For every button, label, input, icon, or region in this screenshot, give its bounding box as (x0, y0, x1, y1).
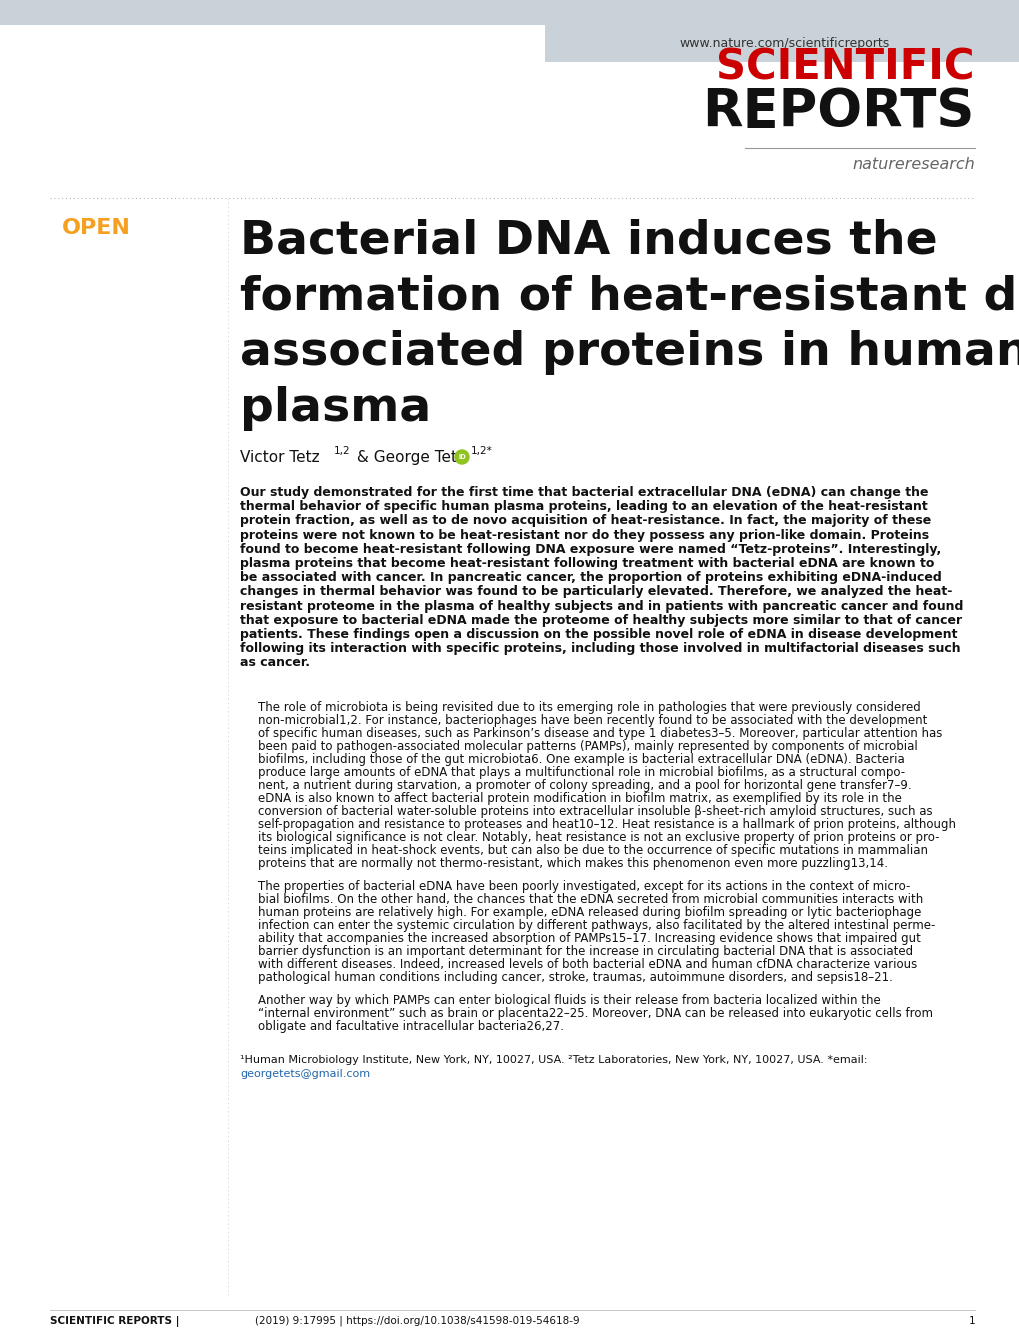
Text: (2019) 9:17995 | https://doi.org/10.1038/s41598-019-54618-9: (2019) 9:17995 | https://doi.org/10.1038… (255, 1316, 579, 1327)
Text: pathological human conditions including cancer, stroke, traumas, autoimmune diso: pathological human conditions including … (258, 970, 892, 984)
Text: ability that accompanies the increased absorption of PAMPs15–17. Increasing evid: ability that accompanies the increased a… (258, 931, 920, 945)
Text: as cancer.: as cancer. (239, 657, 310, 670)
Text: nent, a nutrient during starvation, a promoter of colony spreading, and a pool f: nent, a nutrient during starvation, a pr… (258, 779, 911, 792)
Text: obligate and facultative intracellular bacteria26,27.: obligate and facultative intracellular b… (258, 1020, 564, 1033)
Text: natureresearch: natureresearch (852, 157, 974, 172)
Text: barrier dysfunction is an important determinant for the increase in circulating : barrier dysfunction is an important dete… (258, 945, 912, 958)
Bar (544, 0, 1019, 62)
Text: Another way by which PAMPs can enter biological fluids is their release from bac: Another way by which PAMPs can enter bio… (258, 993, 879, 1006)
Circle shape (454, 450, 469, 464)
Text: infection can enter the systemic circulation by different pathways, also facilit: infection can enter the systemic circula… (258, 919, 934, 931)
Text: self-propagation and resistance to proteases and heat10–12. Heat resistance is a: self-propagation and resistance to prote… (258, 817, 955, 831)
Text: non-microbial1,2. For instance, bacteriophages have been recently found to be as: non-microbial1,2. For instance, bacterio… (258, 714, 926, 726)
Text: formation of heat-resistant disease-: formation of heat-resistant disease- (239, 273, 1019, 319)
Text: patients. These findings open a discussion on the possible novel role of eDNA in: patients. These findings open a discussi… (239, 628, 957, 641)
Text: with different diseases. Indeed, increased levels of both bacterial eDNA and hum: with different diseases. Indeed, increas… (258, 958, 916, 970)
Text: OPEN: OPEN (62, 218, 130, 239)
Text: be associated with cancer. In pancreatic cancer, the proportion of proteins exhi: be associated with cancer. In pancreatic… (239, 571, 941, 584)
Text: 1: 1 (967, 1316, 974, 1327)
Text: georgetets@gmail.com: georgetets@gmail.com (239, 1068, 370, 1079)
Text: found to become heat-resistant following DNA exposure were named “Tetz-proteins”: found to become heat-resistant following… (239, 543, 941, 556)
Text: 1,2: 1,2 (333, 446, 351, 456)
Text: 1,2*: 1,2* (471, 446, 492, 456)
Text: eDNA is also known to affect bacterial protein modification in biofilm matrix, a: eDNA is also known to affect bacterial p… (258, 792, 901, 804)
Text: thermal behavior of specific human plasma proteins, leading to an elevation of t: thermal behavior of specific human plasm… (239, 500, 927, 513)
Text: proteins were not known to be heat-resistant nor do they possess any prion-like : proteins were not known to be heat-resis… (239, 528, 928, 541)
Text: changes in thermal behavior was found to be particularly elevated. Therefore, we: changes in thermal behavior was found to… (239, 586, 952, 599)
Text: following its interaction with specific proteins, including those involved in mu: following its interaction with specific … (239, 642, 960, 655)
Text: teins implicated in heat-shock events, but can also be due to the occurrence of : teins implicated in heat-shock events, b… (258, 844, 927, 856)
Text: that exposure to bacterial eDNA made the proteome of healthy subjects more simil: that exposure to bacterial eDNA made the… (239, 614, 961, 627)
Text: biofilms, including those of the gut microbiota6. One example is bacterial extra: biofilms, including those of the gut mic… (258, 753, 904, 765)
Text: proteins that are normally not thermo-resistant, which makes this phenomenon eve: proteins that are normally not thermo-re… (258, 856, 888, 870)
Text: its biological significance is not clear. Notably, heat resistance is not an exc: its biological significance is not clear… (258, 831, 938, 844)
Text: conversion of bacterial water-soluble proteins into extracellular insoluble β-sh: conversion of bacterial water-soluble pr… (258, 804, 931, 817)
Text: The role of microbiota is being revisited due to its emerging role in pathologie: The role of microbiota is being revisite… (258, 701, 920, 714)
Text: & George Tetz: & George Tetz (352, 450, 465, 465)
Text: ¹Human Microbiology Institute, New York, NY, 10027, USA. ²Tetz Laboratories, New: ¹Human Microbiology Institute, New York,… (239, 1055, 866, 1064)
Text: of specific human diseases, such as Parkinson’s disease and type 1 diabetes3–5. : of specific human diseases, such as Park… (258, 726, 942, 740)
Text: REPORTS: REPORTS (702, 86, 974, 138)
Text: associated proteins in human: associated proteins in human (239, 330, 1019, 375)
Text: Victor Tetz: Victor Tetz (239, 450, 319, 465)
Text: produce large amounts of eDNA that plays a multifunctional role in microbial bio: produce large amounts of eDNA that plays… (258, 765, 904, 779)
Text: SCIENTIFIC REPORTS |: SCIENTIFIC REPORTS | (50, 1316, 179, 1327)
Text: SCIENTIFIC: SCIENTIFIC (715, 46, 974, 88)
Text: plasma proteins that become heat-resistant following treatment with bacterial eD: plasma proteins that become heat-resista… (239, 557, 933, 570)
Text: bial biofilms. On the other hand, the chances that the eDNA secreted from microb: bial biofilms. On the other hand, the ch… (258, 892, 922, 906)
Text: The properties of bacterial eDNA have been poorly investigated, except for its a: The properties of bacterial eDNA have be… (258, 879, 910, 892)
Text: iD: iD (458, 454, 466, 460)
Text: Our study demonstrated for the first time that bacterial extracellular DNA (eDNA: Our study demonstrated for the first tim… (239, 486, 927, 498)
Text: resistant proteome in the plasma of healthy subjects and in patients with pancre: resistant proteome in the plasma of heal… (239, 599, 962, 612)
Text: been paid to pathogen-associated molecular patterns (PAMPs), mainly represented : been paid to pathogen-associated molecul… (258, 740, 917, 753)
Text: www.nature.com/scientificreports: www.nature.com/scientificreports (680, 38, 890, 51)
Bar (0, 0, 1019, 25)
Text: “internal environment” such as brain or placenta22–25. Moreover, DNA can be rele: “internal environment” such as brain or … (258, 1006, 932, 1020)
Text: plasma: plasma (239, 386, 431, 431)
Text: Bacterial DNA induces the: Bacterial DNA induces the (239, 218, 936, 263)
Text: human proteins are relatively high. For example, eDNA released during biofilm sp: human proteins are relatively high. For … (258, 906, 920, 919)
Text: protein fraction, as well as to de novo acquisition of heat-resistance. In fact,: protein fraction, as well as to de novo … (239, 515, 930, 528)
